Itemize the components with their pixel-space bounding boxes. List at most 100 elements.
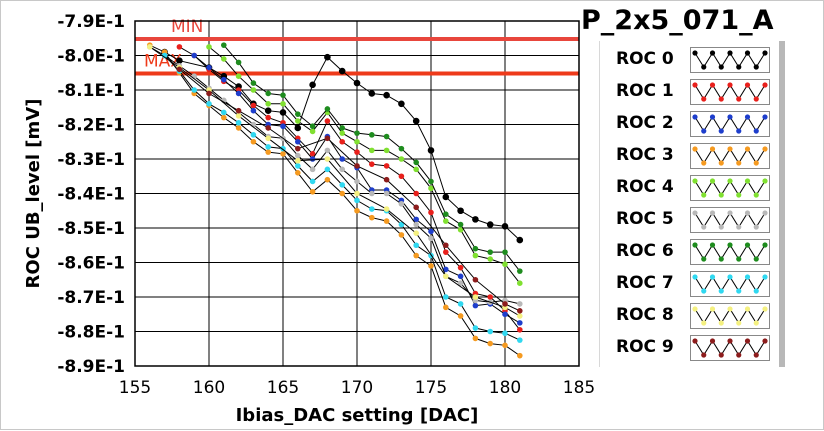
data-point-roc-9 — [443, 242, 449, 249]
data-point-roc-7 — [369, 206, 375, 212]
data-point-roc-8 — [235, 113, 242, 119]
data-point-roc-5 — [250, 121, 257, 128]
data-point-roc-6 — [517, 268, 523, 274]
data-point-roc-8 — [265, 135, 272, 142]
data-point-roc-0 — [264, 107, 272, 114]
data-point-roc-4 — [443, 218, 449, 224]
data-point-roc-8 — [413, 230, 420, 236]
data-point-roc-8 — [443, 273, 449, 280]
legend-entry-roc-3: ROC 3 — [600, 139, 780, 171]
data-point-roc-3 — [250, 138, 257, 145]
data-point-roc-4 — [369, 147, 375, 154]
y-tick-label: -8.9E-1 — [57, 357, 125, 377]
y-tick-label: -8.0E-1 — [57, 47, 125, 67]
data-point-roc-3 — [309, 188, 316, 195]
data-point-roc-1 — [176, 44, 183, 50]
data-point-roc-5 — [339, 166, 346, 173]
data-point-roc-5 — [398, 201, 405, 207]
data-point-roc-4 — [309, 128, 316, 135]
x-tick-label: 165 — [267, 378, 299, 398]
data-point-roc-0 — [427, 147, 435, 154]
data-point-roc-5 — [428, 235, 434, 242]
data-point-roc-0 — [501, 222, 509, 230]
data-point-roc-3 — [472, 335, 479, 342]
data-point-roc-9 — [472, 276, 479, 283]
data-point-roc-8 — [354, 190, 360, 197]
data-point-roc-4 — [295, 118, 301, 124]
data-point-roc-5 — [354, 178, 360, 185]
data-point-roc-3 — [457, 313, 464, 319]
data-point-roc-2 — [517, 320, 523, 326]
series-line-roc-4 — [208, 46, 521, 284]
data-point-roc-6 — [472, 245, 479, 252]
legend-label: ROC 2 — [616, 113, 674, 133]
data-point-roc-2 — [191, 52, 197, 59]
data-point-roc-7 — [161, 52, 168, 59]
data-point-roc-3 — [502, 342, 508, 349]
data-point-roc-4 — [502, 261, 508, 268]
data-point-roc-3 — [354, 207, 360, 214]
data-point-roc-2 — [295, 138, 301, 145]
legend-label: ROC 5 — [616, 209, 674, 229]
data-point-roc-5 — [191, 73, 197, 79]
data-point-roc-6 — [309, 123, 316, 130]
data-point-roc-6 — [221, 42, 227, 48]
data-point-roc-7 — [191, 87, 197, 93]
legend-swatch — [690, 143, 770, 169]
data-point-roc-6 — [369, 132, 375, 138]
data-point-roc-2 — [428, 228, 434, 235]
data-point-roc-8 — [472, 294, 479, 300]
data-point-roc-9 — [176, 66, 183, 73]
data-point-roc-6 — [413, 159, 420, 166]
legend: ROC 0 ROC 1 ROC 2 ROC 3 ROC 4 ROC 5 ROC 6 ROC 7… — [599, 41, 780, 367]
data-point-roc-6 — [354, 130, 360, 136]
data-point-roc-0 — [516, 236, 524, 244]
data-point-roc-5 — [309, 166, 316, 173]
plot-frame — [134, 20, 580, 367]
data-point-roc-2 — [443, 266, 449, 273]
data-point-roc-4 — [383, 147, 390, 154]
data-point-roc-5 — [413, 221, 420, 228]
data-point-roc-4 — [354, 138, 360, 145]
data-point-roc-3 — [235, 125, 242, 131]
data-point-roc-6 — [280, 92, 286, 98]
data-point-roc-1 — [339, 138, 346, 145]
reference-label-min: MIN — [171, 17, 203, 37]
data-point-roc-3 — [369, 214, 375, 221]
data-point-roc-3 — [443, 304, 449, 311]
data-point-roc-1 — [324, 118, 331, 124]
data-point-roc-6 — [428, 178, 434, 185]
data-point-roc-2 — [413, 216, 420, 223]
data-point-roc-0 — [412, 117, 420, 125]
data-point-roc-5 — [383, 190, 390, 197]
data-point-roc-6 — [265, 90, 272, 97]
data-point-roc-7 — [309, 178, 316, 185]
data-point-roc-4 — [250, 87, 257, 93]
legend-label: ROC 0 — [616, 49, 674, 69]
legend-scrollbar[interactable] — [779, 41, 785, 367]
data-point-roc-6 — [383, 133, 390, 140]
data-point-roc-4 — [398, 156, 405, 162]
data-point-roc-2 — [339, 156, 346, 162]
data-point-roc-4 — [339, 130, 346, 136]
data-point-roc-7 — [457, 301, 464, 307]
data-point-roc-0 — [398, 100, 405, 108]
data-point-roc-1 — [265, 114, 272, 121]
data-point-roc-1 — [354, 149, 360, 155]
data-point-roc-9 — [354, 163, 360, 169]
data-point-roc-8 — [295, 157, 301, 164]
data-point-roc-4 — [265, 101, 272, 107]
data-point-roc-7 — [413, 242, 420, 249]
data-point-roc-3 — [280, 151, 286, 157]
data-point-roc-1 — [413, 190, 420, 197]
data-point-roc-4 — [206, 44, 212, 50]
data-point-roc-0 — [279, 109, 287, 116]
data-point-roc-7 — [221, 109, 227, 116]
x-tick-label: 155 — [119, 378, 151, 398]
data-point-roc-0 — [338, 67, 346, 75]
data-point-roc-0 — [486, 221, 494, 228]
x-tick-label: 180 — [489, 378, 521, 398]
data-point-roc-6 — [339, 125, 346, 131]
data-point-roc-4 — [413, 166, 420, 173]
